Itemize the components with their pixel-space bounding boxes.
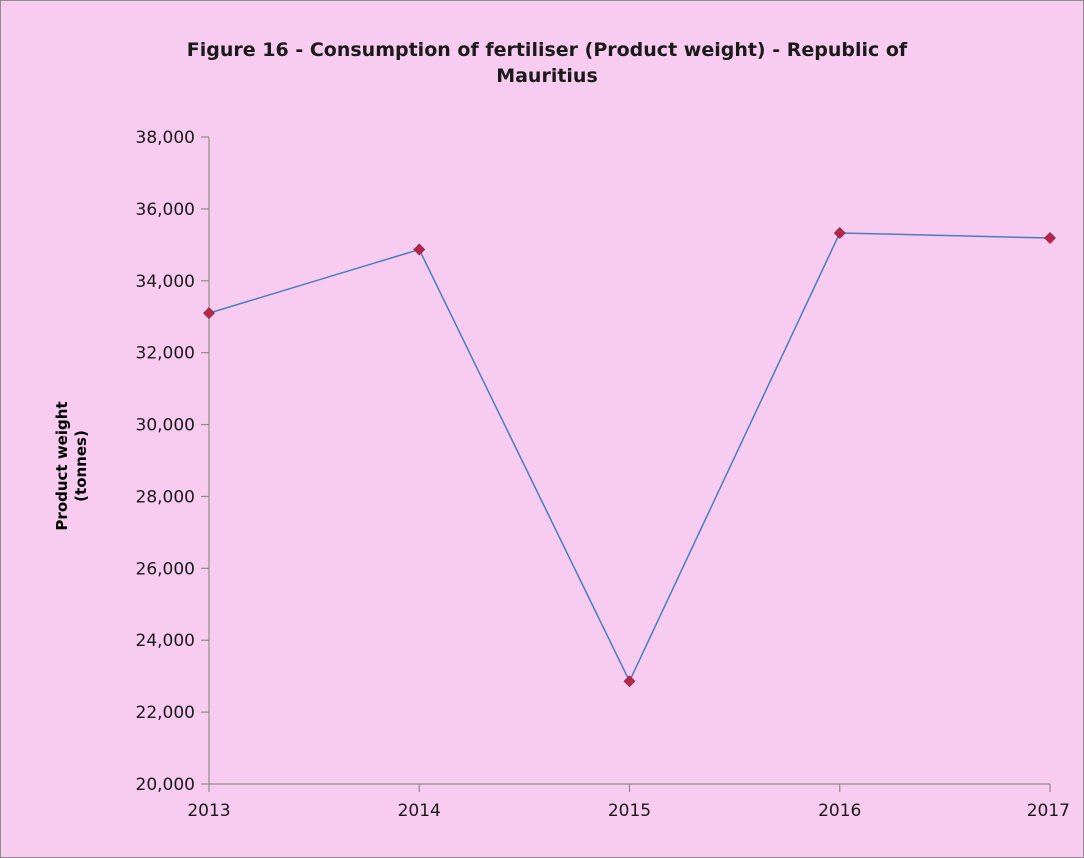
- x-tick-label: 2013: [187, 801, 230, 821]
- plot-area: [203, 227, 1056, 688]
- y-tick-label: 24,000: [136, 631, 195, 651]
- y-tick-label: 32,000: [136, 344, 195, 364]
- y-tick-label: 34,000: [136, 272, 195, 292]
- y-tick-label: 26,000: [136, 559, 195, 579]
- axes: 20,000 22,000 24,000 26,000 28,000 30,000 32,0…: [136, 128, 1070, 821]
- y-tick-label: 28,000: [136, 487, 195, 507]
- y-tick-label: 20,000: [136, 775, 195, 795]
- y-tick-label: 38,000: [136, 128, 195, 148]
- y-axis-label: Product weight: [53, 401, 71, 530]
- x-tick-label: 2015: [608, 801, 651, 821]
- chart-title: Figure 16 - Consumption of fertiliser (P…: [187, 39, 908, 61]
- x-tick-label: 2014: [398, 801, 441, 821]
- x-tick-label: 2017: [1027, 801, 1070, 821]
- data-point-marker: [833, 227, 846, 239]
- data-point-marker: [203, 307, 215, 320]
- data-point-marker: [623, 675, 636, 688]
- y-axis-title: Product weight (tonnes): [53, 401, 90, 530]
- data-point-marker: [413, 243, 426, 256]
- y-tick-label: 30,000: [136, 416, 195, 436]
- x-tick-label: 2016: [818, 801, 861, 821]
- data-point-marker: [1044, 232, 1056, 244]
- chart-title-line2: Mauritius: [496, 65, 598, 87]
- y-axis-label-line2: (tonnes): [72, 430, 90, 502]
- y-tick-label: 22,000: [136, 703, 195, 723]
- y-tick-label: 36,000: [136, 200, 195, 220]
